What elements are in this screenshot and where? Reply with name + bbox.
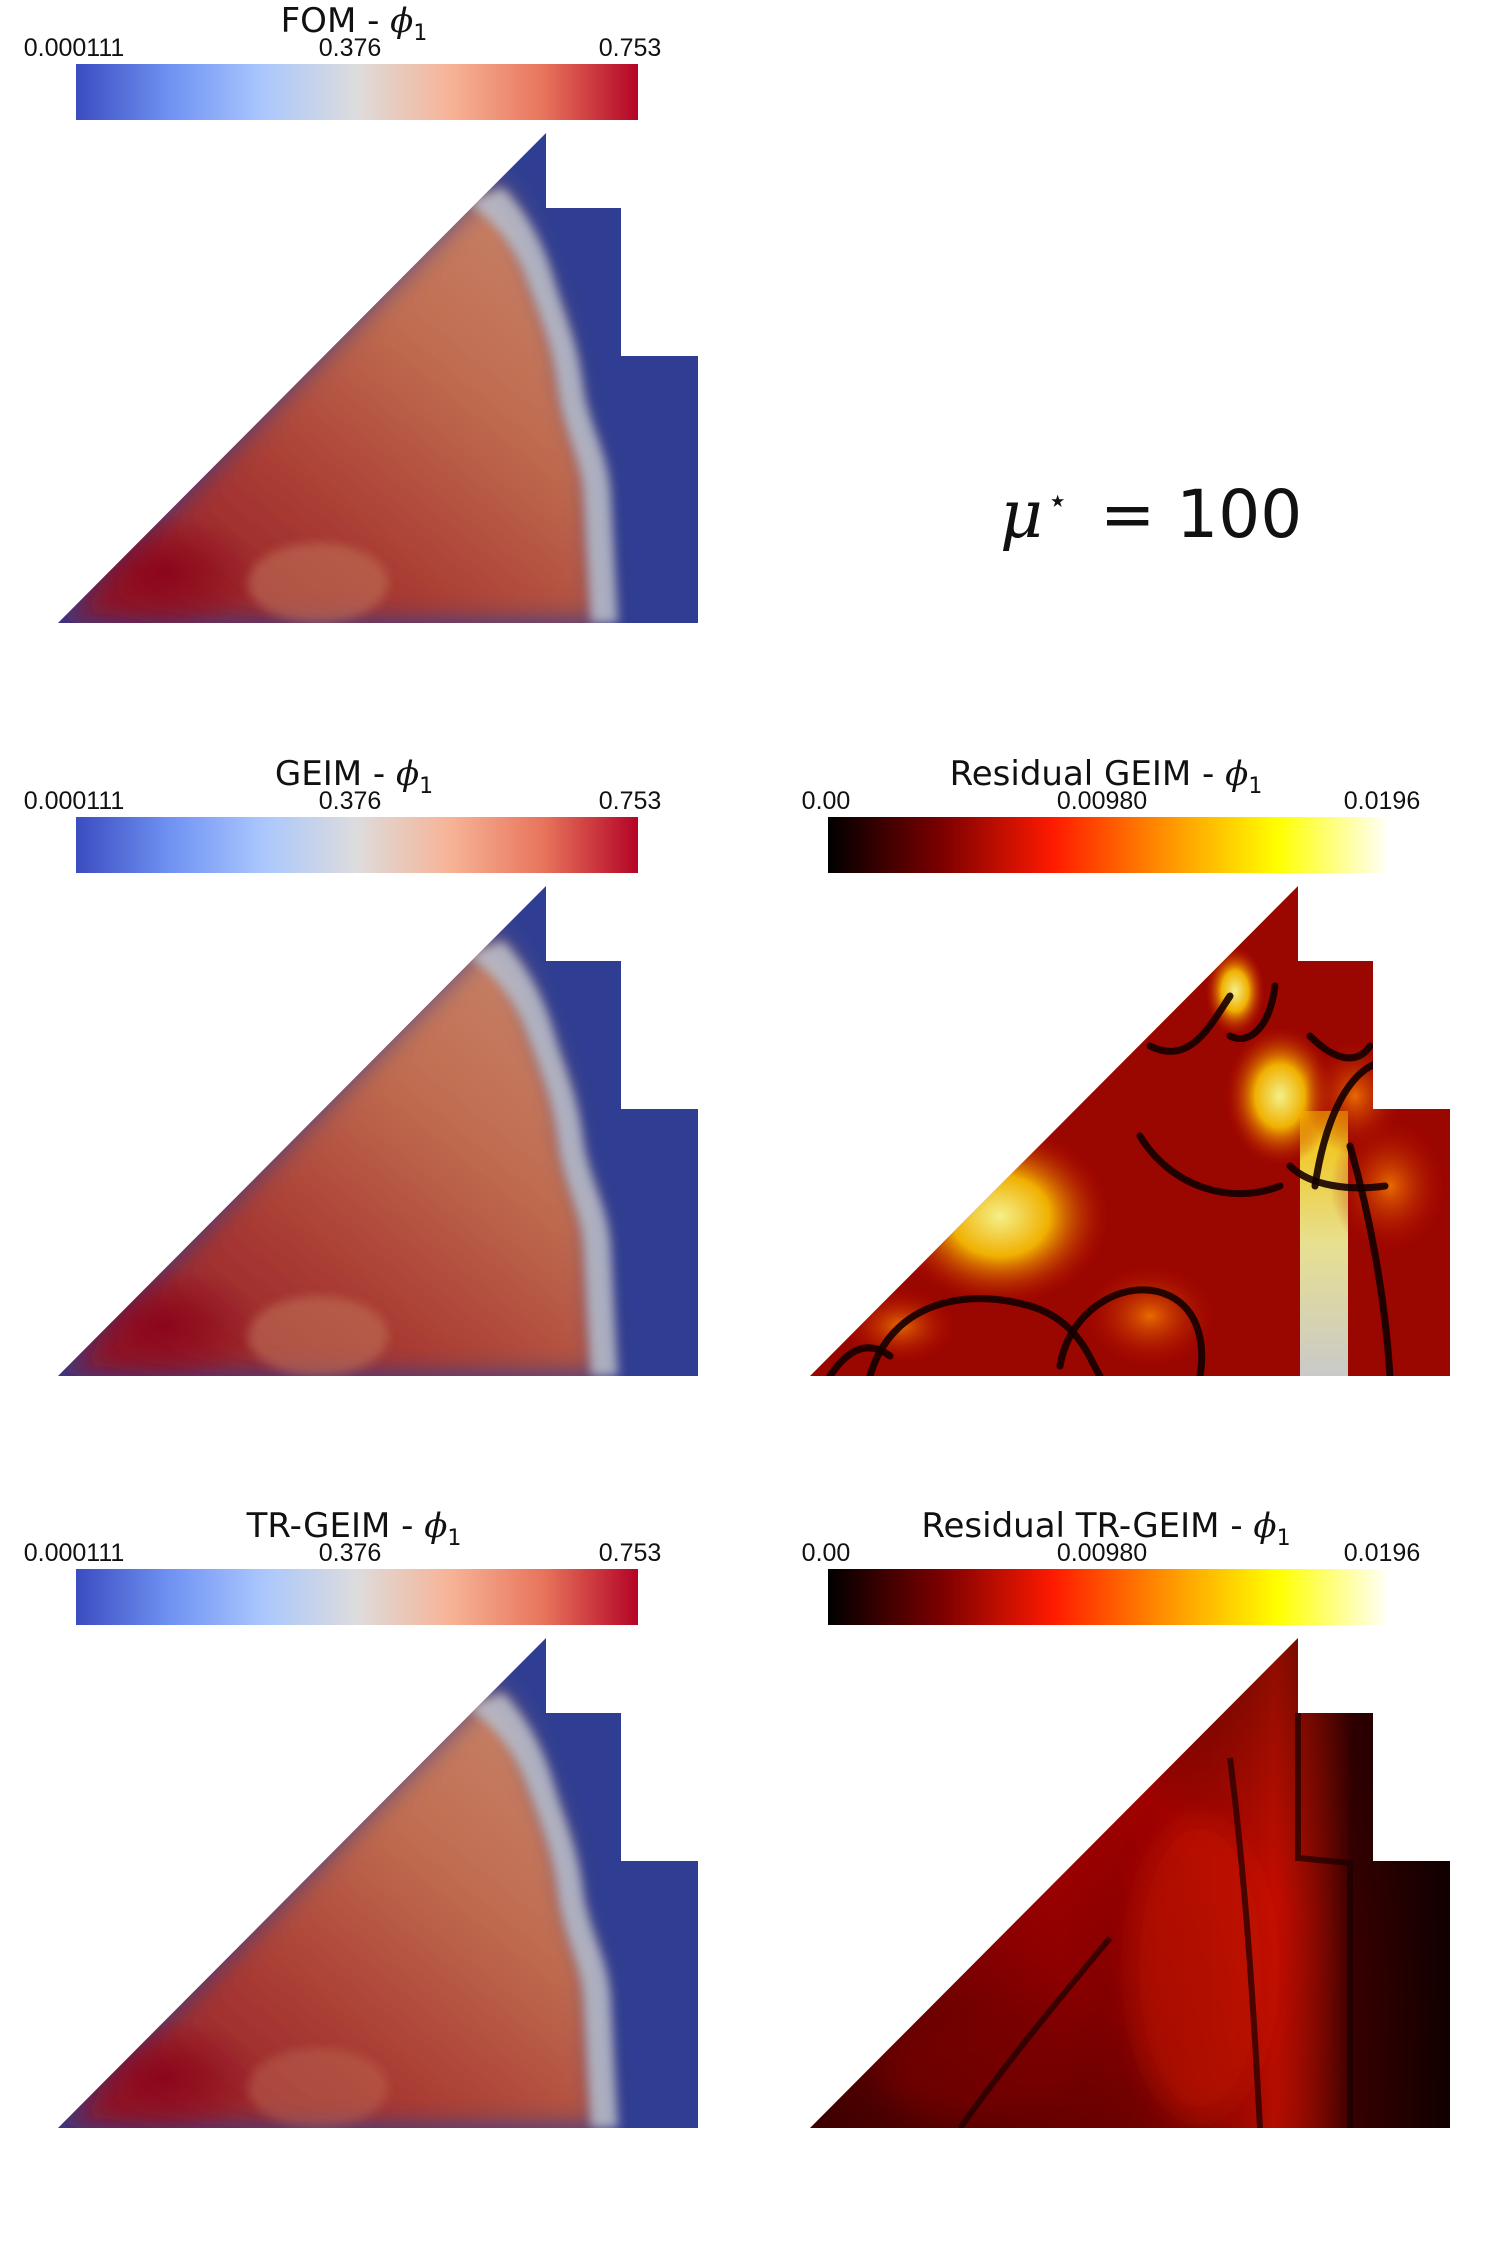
residual-contour	[1346, 1142, 1394, 1376]
transition-band	[468, 188, 618, 623]
field-plot	[810, 886, 1450, 1376]
panel-fom: FOM - ϕ1 0.000111 0.376 0.753	[24, 1, 698, 623]
panel-geim: GEIM - ϕ1 0.000111 0.376 0.753	[24, 754, 698, 1376]
transition-band	[468, 941, 618, 1376]
residual-blob	[1225, 1026, 1335, 1166]
colorbar-max-label: 0.753	[599, 34, 662, 62]
colorbar-min-label: 0.000111	[24, 34, 125, 62]
colorbar	[76, 1569, 638, 1625]
residual-blob	[1330, 1116, 1450, 1256]
field-plot	[58, 886, 698, 1376]
residual-contour	[1306, 1032, 1374, 1062]
colorbar-min-label: 0.000111	[24, 787, 125, 815]
panel-title-symbol: ϕ	[396, 754, 419, 794]
residual-contour	[1146, 992, 1234, 1055]
panel-title: GEIM - ϕ1	[275, 754, 433, 799]
residual-contour	[1227, 1757, 1263, 2128]
colorbar-mid-label: 0.376	[319, 34, 382, 62]
panel-title-symbol: ϕ	[1225, 754, 1248, 794]
colorbar-max-label: 0.0196	[1344, 787, 1420, 815]
colorbar-mid-label: 0.00980	[1057, 787, 1147, 815]
colorbar-min-label: 0.000111	[24, 1539, 125, 1567]
warm-blob	[248, 1296, 388, 1376]
colorbar	[828, 1569, 1390, 1625]
residual-blob	[890, 1126, 1110, 1306]
field-clip	[58, 936, 618, 1376]
residual-contour	[866, 1295, 1104, 1376]
colorbar-max-label: 0.753	[599, 787, 662, 815]
residual-contour	[1226, 982, 1279, 1042]
panel-title-symbol: ϕ	[390, 1, 413, 41]
hot-core	[68, 1266, 258, 1376]
residual-contour	[1286, 1162, 1389, 1192]
panel-res-geim: Residual GEIM - ϕ1 0.00 0.00980 0.0196	[802, 754, 1450, 1376]
warm-region	[58, 936, 603, 1376]
colorbar-max-label: 0.0196	[1344, 1539, 1420, 1567]
panel-title-text: TR-GEIM -	[246, 1506, 425, 1546]
field-plot	[810, 1638, 1450, 2128]
panel-title-subscript: 1	[419, 774, 433, 799]
panel-title-symbol: ϕ	[1253, 1506, 1276, 1546]
panel-res-trgeim: Residual TR-GEIM - ϕ1 0.00 0.00980 0.0196	[802, 1506, 1450, 2128]
panel-trgeim: TR-GEIM - ϕ1 0.000111 0.376 0.753	[24, 1506, 698, 2128]
panel-title-subscript: 1	[1277, 1526, 1291, 1551]
residual-clip	[880, 1638, 1450, 2128]
panel-title-text: Residual TR-GEIM -	[921, 1506, 1253, 1546]
colorbar	[76, 817, 638, 873]
panel-title-symbol: ϕ	[424, 1506, 447, 1546]
residual-contour	[957, 1936, 1113, 2128]
residual-contour	[1056, 1286, 1206, 1376]
colorbar-min-label: 0.00	[802, 787, 851, 815]
panel-title-subscript: 1	[447, 1526, 461, 1551]
residual-contour	[1295, 1713, 1353, 2128]
hot-core	[68, 513, 258, 623]
panel-title-text: GEIM -	[275, 754, 396, 794]
hot-core	[68, 2018, 258, 2128]
panel-title-subscript: 1	[413, 21, 427, 46]
warm-blob	[248, 543, 388, 623]
colorbar-min-label: 0.00	[802, 1539, 851, 1567]
residual-contour	[826, 1344, 894, 1376]
warm-region	[58, 183, 603, 623]
parameter-superscript: ⋆	[1047, 481, 1068, 521]
warm-blob	[248, 2048, 388, 2128]
field-plot	[58, 1638, 698, 2128]
colorbar-mid-label: 0.00980	[1057, 1539, 1147, 1567]
residual-blob	[1080, 1261, 1220, 1371]
field-clip	[58, 183, 618, 623]
colorbar	[76, 64, 638, 120]
panel-title: TR-GEIM - ϕ1	[246, 1506, 462, 1551]
transition-band	[468, 1693, 618, 2128]
residual-glow	[1130, 1818, 1270, 2118]
parameter-value: = 100	[1100, 476, 1302, 553]
colorbar	[828, 817, 1390, 873]
colorbar-max-label: 0.753	[599, 1539, 662, 1567]
panel-title: Residual GEIM - ϕ1	[950, 754, 1263, 799]
warm-region	[58, 1688, 603, 2128]
panel-title-text: FOM -	[281, 1, 391, 41]
colorbar-mid-label: 0.376	[319, 787, 382, 815]
panel-title: FOM - ϕ1	[281, 1, 428, 46]
field-clip	[58, 1688, 618, 2128]
residual-contour	[1136, 1132, 1284, 1198]
panel-title-text: Residual GEIM -	[950, 754, 1225, 794]
colorbar-mid-label: 0.376	[319, 1539, 382, 1567]
panel-title-subscript: 1	[1248, 774, 1262, 799]
residual-glow	[880, 2018, 1060, 2118]
field-plot	[58, 133, 698, 623]
panel-title: Residual TR-GEIM - ϕ1	[921, 1506, 1290, 1551]
parameter-symbol: μ	[1000, 476, 1043, 553]
